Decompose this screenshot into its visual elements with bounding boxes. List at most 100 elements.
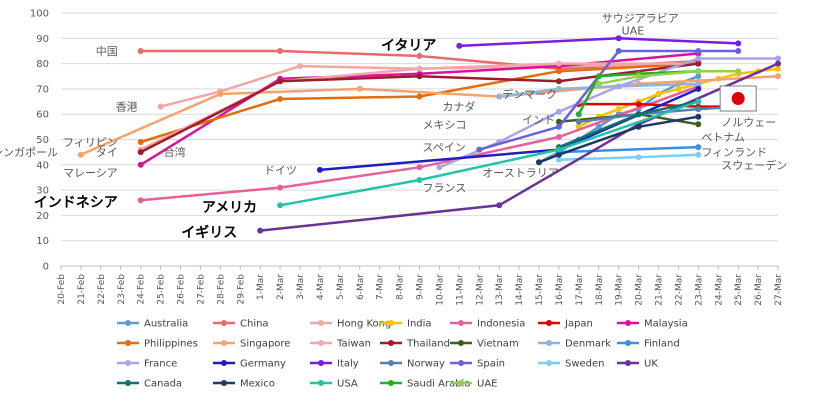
legend-item: UAE [450, 379, 497, 390]
flag-sun [731, 92, 745, 106]
annotation-label: フィリピン [63, 136, 118, 149]
legend-item: Denmark [538, 339, 611, 350]
data-point [137, 149, 144, 156]
legend-label: Denmark [565, 339, 611, 350]
data-point [416, 93, 423, 100]
x-tick-label: 2-Mar [276, 274, 286, 300]
legend-item: Thailand [380, 339, 450, 350]
annotation-label: アメリカ [202, 200, 257, 216]
series-indonesia [137, 83, 702, 204]
legend-label: USA [337, 379, 358, 390]
data-point [555, 78, 562, 85]
annotation-label: サウジアラビア [602, 12, 679, 25]
series-sweden [555, 151, 702, 163]
annotation-label: カナダ [442, 100, 475, 114]
legend-swatch-marker [546, 340, 552, 346]
legend-label: UK [644, 359, 658, 370]
x-tick-label: 25-Feb [157, 274, 167, 305]
series-line [459, 37, 739, 48]
data-point [695, 48, 702, 54]
legend-item: Finland [617, 339, 680, 350]
legend-item: Italy [310, 359, 359, 370]
legend-label: Vietnam [477, 339, 519, 350]
series-uae [595, 68, 742, 87]
x-tick-label: 7-Mar [376, 274, 386, 300]
legend-swatch-marker [625, 340, 631, 346]
annotation-label: UAE [622, 25, 645, 38]
legend-label: Philippines [144, 339, 198, 350]
annotation-label: ノルウェー [721, 116, 776, 129]
legend-label: Sweden [565, 359, 605, 370]
x-tick-label: 10-Mar [435, 274, 445, 306]
legend-label: UAE [477, 379, 497, 390]
legend-item: UK [617, 359, 658, 370]
legend-item: Sweden [538, 359, 605, 370]
data-point [675, 85, 682, 92]
legend-item: USA [310, 379, 358, 390]
data-point [316, 166, 323, 173]
legend-item: Taiwan [310, 339, 371, 350]
data-point [635, 73, 642, 80]
annotation-label: フランス [423, 182, 467, 195]
data-point [615, 83, 622, 90]
data-point [595, 80, 602, 87]
annotation-label: スウェーデン [721, 158, 787, 172]
legend-label: Japan [564, 319, 593, 330]
x-tick-label: 21-Mar [655, 274, 665, 306]
x-tick-label: 28-Feb [216, 274, 226, 305]
annotation-label: インド [522, 113, 555, 126]
x-tick-label: 18-Mar [595, 274, 605, 306]
legend-label: France [144, 359, 177, 370]
y-tick-label: 90 [36, 34, 49, 45]
y-tick-label: 40 [36, 160, 49, 171]
legend-label: Australia [144, 319, 188, 330]
annotation-label: フィンランド [701, 146, 767, 159]
data-point [137, 48, 144, 54]
data-point [536, 159, 542, 166]
legend-label: Mexico [240, 379, 275, 390]
x-tick-label: 23-Feb [117, 274, 127, 305]
x-tick-label: 9-Mar [416, 274, 426, 300]
data-point [456, 42, 463, 49]
legend-item: France [117, 359, 177, 370]
series-usa [277, 98, 702, 209]
annotation-label: シンガポール [0, 146, 58, 159]
legend-swatch-marker [546, 360, 552, 366]
series-italy [456, 35, 742, 49]
x-tick-label: 11-Mar [455, 274, 465, 306]
series-line [558, 145, 699, 154]
x-tick-label: 1-Mar [256, 274, 266, 300]
data-point [615, 106, 622, 113]
data-point [277, 202, 284, 209]
japan-flag-icon [719, 85, 757, 112]
annotation-label: イギリス [181, 224, 237, 241]
legend-swatch-marker [125, 360, 131, 366]
data-point [416, 73, 423, 80]
data-point [157, 103, 164, 110]
data-point [137, 161, 144, 168]
data-point [277, 184, 284, 191]
y-tick-label: 60 [36, 110, 49, 121]
legend-label: Indonesia [477, 319, 525, 330]
annotation-label: イタリア [381, 38, 436, 54]
data-point [635, 154, 642, 161]
legend-item: Japan [538, 319, 593, 330]
legend: Australia China Hong Kong India Indonesia Jap… [117, 319, 688, 390]
legend-label: China [240, 319, 269, 330]
x-tick-label: 20-Mar [635, 274, 645, 306]
x-tick-label: 14-Mar [515, 274, 525, 306]
x-tick-label: 3-Mar [296, 274, 306, 300]
legend-item: Spain [450, 359, 505, 370]
legend-item: Malaysia [617, 319, 688, 330]
legend-swatch-marker [388, 320, 394, 326]
data-point [635, 111, 642, 118]
series-mexico [536, 113, 702, 166]
series-line [279, 100, 699, 207]
data-point [735, 68, 742, 75]
data-point [416, 65, 423, 72]
data-point [655, 91, 662, 97]
y-tick-label: 30 [36, 186, 49, 197]
x-tick-label: 22-Feb [97, 274, 107, 305]
y-tick-label: 100 [30, 9, 49, 20]
